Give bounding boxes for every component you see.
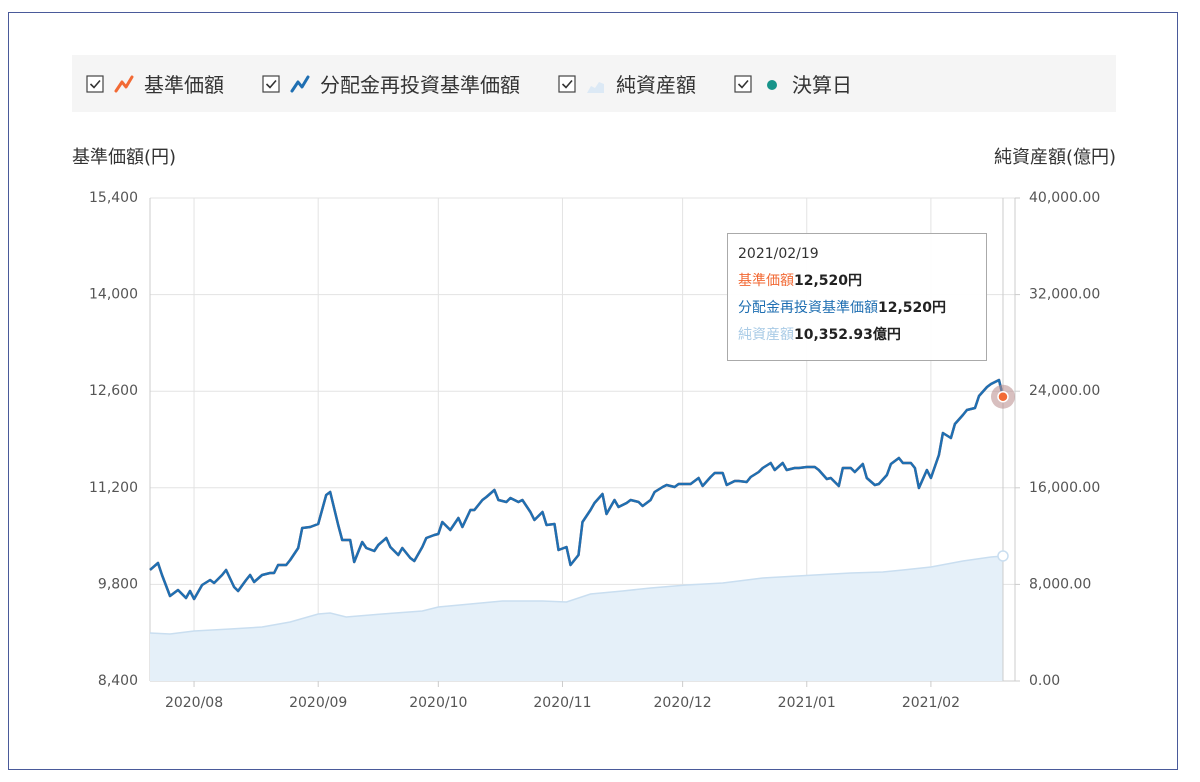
- y-axis-title: 基準価額(円): [72, 147, 177, 168]
- tooltip-row: 基準価額12,520円: [738, 271, 976, 298]
- y-tick-label: 15,400: [89, 190, 138, 206]
- legend-label: 分配金再投資基準価額: [320, 73, 520, 97]
- legend-checkbox[interactable]: [86, 74, 104, 93]
- y-tick-label: 12,600: [89, 383, 138, 399]
- tooltip-row: 純資産額10,352.93億円: [738, 325, 976, 352]
- legend-label: 基準価額: [144, 73, 224, 97]
- legend-checkbox[interactable]: [558, 74, 576, 93]
- y-tick-label: 9,800: [98, 576, 138, 592]
- area-line: [149, 555, 1004, 635]
- legend-icon: [114, 75, 134, 92]
- tooltip-series-name: 基準価額: [738, 273, 794, 289]
- line: [149, 378, 1005, 601]
- tooltip-row: 分配金再投資基準価額12,520円: [738, 298, 976, 325]
- legend-icon: [290, 75, 310, 92]
- legend-item[interactable]: 基準価額: [86, 69, 224, 98]
- hover-point: [997, 550, 1009, 562]
- y2-tick-label: 16,000.00: [1029, 480, 1100, 496]
- y2-tick-label: 8,000.00: [1029, 576, 1091, 592]
- x-tick-label: 2020/10: [409, 695, 467, 711]
- x-tick-label: 2020/11: [533, 695, 591, 711]
- legend-item[interactable]: 分配金再投資基準価額: [262, 69, 520, 98]
- x-tick-label: 2020/09: [289, 695, 347, 711]
- tooltip-series-name: 純資産額: [738, 327, 794, 343]
- x-tick-label: 2020/12: [654, 695, 712, 711]
- frame: [8, 12, 1178, 770]
- tooltip-series-name: 分配金再投資基準価額: [738, 300, 878, 316]
- x-tick-label: 2021/01: [778, 695, 836, 711]
- tooltip-value: 10,352.93億円: [794, 327, 901, 343]
- y2-tick-label: 32,000.00: [1029, 287, 1100, 303]
- y-tick-label: 14,000: [89, 287, 138, 303]
- x-tick-label: 2021/02: [902, 695, 960, 711]
- y2-tick-label: 40,000.00: [1029, 190, 1100, 206]
- x-tick-label: 2020/08: [165, 695, 223, 711]
- tooltip-value: 12,520円: [878, 300, 947, 316]
- y-tick-label: 8,400: [98, 673, 138, 689]
- tooltip-date: 2021/02/19: [738, 246, 819, 262]
- legend-item[interactable]: 純資産額: [558, 69, 696, 98]
- legend-checkbox[interactable]: [734, 74, 752, 93]
- legend-icon: [587, 81, 604, 93]
- area: [150, 556, 1003, 681]
- y2-tick-label: 24,000.00: [1029, 383, 1100, 399]
- legend-label: 純資産額: [616, 73, 696, 97]
- legend-item[interactable]: 決算日: [734, 69, 852, 98]
- legend-checkbox[interactable]: [262, 74, 280, 93]
- legend-icon: [767, 79, 777, 90]
- y2-tick-label: 0.00: [1029, 673, 1060, 689]
- legend: 基準価額 分配金再投資基準価額 純資産額 決算日: [72, 55, 1116, 112]
- y2-axis-title: 純資産額(億円): [993, 147, 1116, 168]
- legend-label: 決算日: [792, 73, 852, 97]
- y-tick-label: 11,200: [89, 480, 138, 496]
- tooltip: 2021/02/19 基準価額12,520円 分配金再投資基準価額12,520円 純資…: [727, 233, 987, 361]
- tooltip-value: 12,520円: [794, 273, 863, 289]
- hover-point: [997, 390, 1009, 403]
